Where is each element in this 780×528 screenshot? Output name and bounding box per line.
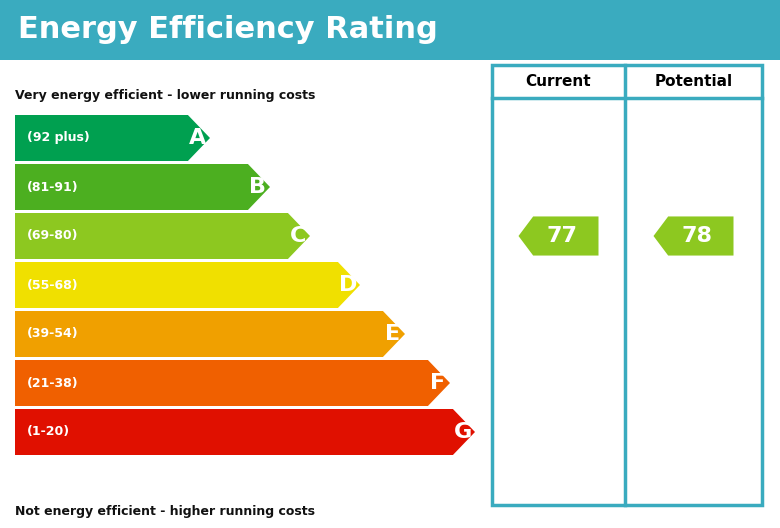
Text: (21-38): (21-38) <box>27 376 79 390</box>
Text: Very energy efficient - lower running costs: Very energy efficient - lower running co… <box>15 89 315 101</box>
Text: C: C <box>289 226 306 246</box>
Text: Current: Current <box>526 74 591 89</box>
Polygon shape <box>15 311 405 357</box>
Text: 78: 78 <box>682 226 713 246</box>
Text: (39-54): (39-54) <box>27 327 79 341</box>
Text: E: E <box>385 324 400 344</box>
Text: F: F <box>431 373 445 393</box>
Text: G: G <box>454 422 472 442</box>
Polygon shape <box>15 164 270 210</box>
Text: (55-68): (55-68) <box>27 278 79 291</box>
Text: B: B <box>250 177 266 197</box>
Text: (1-20): (1-20) <box>27 426 70 438</box>
Polygon shape <box>15 115 210 161</box>
Text: (69-80): (69-80) <box>27 230 79 242</box>
Text: Not energy efficient - higher running costs: Not energy efficient - higher running co… <box>15 505 315 518</box>
Polygon shape <box>15 360 450 406</box>
Text: (81-91): (81-91) <box>27 181 79 193</box>
Text: Potential: Potential <box>654 74 732 89</box>
Polygon shape <box>519 216 598 256</box>
Text: 77: 77 <box>547 226 578 246</box>
Text: A: A <box>190 128 207 148</box>
Bar <box>492 65 762 505</box>
Polygon shape <box>15 213 310 259</box>
Text: D: D <box>339 275 357 295</box>
Polygon shape <box>654 216 733 256</box>
Polygon shape <box>15 262 360 308</box>
Text: Energy Efficiency Rating: Energy Efficiency Rating <box>18 15 438 44</box>
Text: (92 plus): (92 plus) <box>27 131 90 145</box>
Bar <box>0 0 780 60</box>
Polygon shape <box>15 409 475 455</box>
